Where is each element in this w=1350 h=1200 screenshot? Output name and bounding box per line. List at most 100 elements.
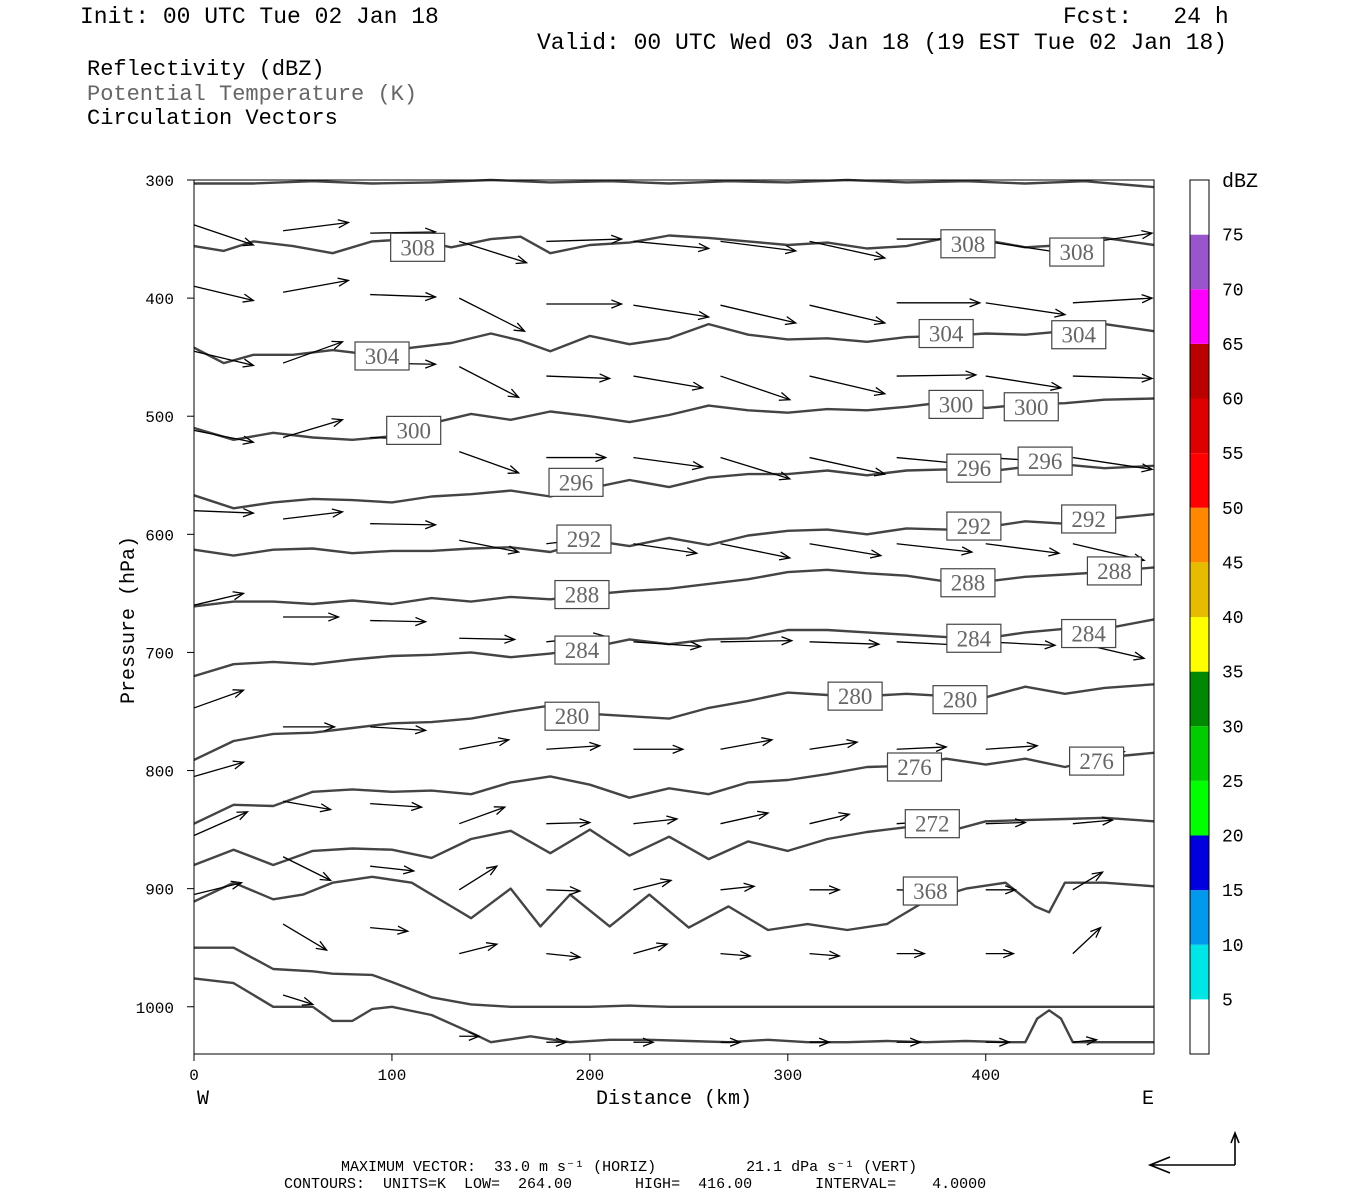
circulation-vector [985, 741, 1039, 752]
theta-contour-line [193, 816, 1155, 867]
circulation-vector [1072, 871, 1105, 891]
contour-label-text: 288 [1097, 559, 1132, 584]
contour-label-text: 284 [565, 638, 600, 663]
circulation-vector [985, 302, 1067, 318]
circulation-vector [633, 641, 703, 651]
contour-label-text: 272 [915, 812, 950, 837]
circulation-vector [1072, 1036, 1099, 1046]
y-tick-label: 700 [145, 645, 174, 663]
circulation-vector [546, 741, 602, 752]
circulation-vector [720, 810, 770, 825]
circulation-vector [633, 304, 711, 321]
y-axis-label: Pressure (hPa) [118, 536, 141, 704]
colorbar-level-label: 75 [1222, 227, 1244, 247]
theta-contour-line [194, 178, 1155, 189]
theta-contour-line [193, 234, 1155, 255]
contour-label: 296 [548, 467, 604, 497]
circulation-vector [896, 370, 978, 380]
circulation-vector [193, 507, 256, 518]
contour-label-text: 308 [951, 232, 986, 257]
y-axis: 300 400 500 600 700 800 900 1000 [136, 173, 194, 1018]
circulation-vector [546, 299, 624, 309]
contour-label-text: 300 [939, 392, 974, 417]
colorbar-level-label: 30 [1222, 718, 1244, 738]
circulation-vector [633, 744, 685, 754]
circulation-vector [720, 882, 756, 892]
circulation-vector [1072, 456, 1154, 473]
circulation-vector [809, 639, 881, 649]
reflectivity-colorbar: 5 10 15 20 25 30 35 40 45 50 55 60 65 70 75 [1189, 179, 1244, 1055]
circulation-vector [370, 801, 424, 812]
circulation-vector [809, 543, 883, 559]
max-vector-info: MAXIMUM VECTOR: 33.0 m s⁻¹ (HORIZ) 21.1 … [341, 1159, 918, 1176]
circulation-vector [193, 224, 256, 247]
field-circulation-vectors: Circulation Vectors [87, 106, 338, 131]
contour-label: 300 [928, 389, 984, 420]
circulation-vector [282, 800, 333, 813]
theta-contour-line [193, 322, 1155, 365]
contour-label: 272 [904, 809, 960, 839]
circulation-vector [546, 1037, 568, 1047]
theta-contour-line [193, 566, 1155, 608]
colorbar-segment [1190, 780, 1209, 836]
contour-label: 284 [554, 635, 610, 665]
contour-label: 292 [556, 524, 612, 554]
colorbar-level-label: 50 [1222, 500, 1244, 520]
colorbar-segment [1190, 289, 1209, 344]
x-east-label: E [1142, 1088, 1154, 1111]
contour-label-text: 288 [565, 583, 600, 608]
contour-label-text: 288 [951, 571, 986, 596]
circulation-vector [282, 418, 345, 439]
colorbar-frame [1189, 179, 1210, 1055]
init-time: Init: 00 UTC Tue 02 Jan 18 [80, 4, 439, 30]
contour-label-text: 292 [957, 514, 992, 539]
circulation-vector [809, 1037, 832, 1047]
colorbar-level-label: 10 [1222, 937, 1244, 957]
circulation-vector [458, 865, 499, 891]
circulation-vector [283, 612, 341, 622]
y-tick-label: 800 [145, 764, 174, 782]
circulation-vector [720, 375, 792, 401]
circulation-vector [720, 456, 792, 481]
circulation-vector [193, 591, 246, 606]
circulation-vector [720, 737, 774, 750]
contour-label-text: 300 [396, 418, 431, 443]
theta-contour-line [193, 463, 1155, 510]
circulation-vector [809, 375, 887, 397]
contour-label-text: 304 [929, 322, 964, 347]
circulation-vector [896, 543, 974, 556]
contour-label-text: 300 [1014, 395, 1049, 420]
theta-contour-line [194, 946, 1154, 1008]
contour-label-text: 304 [1062, 323, 1097, 348]
contour-label: 288 [940, 568, 996, 598]
circulation-vector [896, 948, 927, 959]
circulation-vector [282, 340, 345, 364]
contour-label: 292 [1061, 504, 1117, 534]
circulation-vector [809, 950, 842, 960]
contour-label: 284 [946, 623, 1002, 653]
circulation-vector [193, 285, 256, 303]
x-tick-label: 100 [378, 1067, 407, 1085]
plot-frame [193, 179, 1155, 1055]
circulation-vector [282, 923, 329, 951]
circulation-vector [633, 543, 699, 557]
circulation-vector [193, 811, 250, 837]
contour-label: 292 [946, 511, 1002, 541]
circulation-vector [809, 240, 887, 261]
y-tick-label: 300 [145, 173, 174, 191]
y-tick-label: 1000 [136, 1000, 174, 1018]
circulation-vector [459, 1031, 481, 1041]
colorbar-level-label: 20 [1222, 828, 1244, 848]
contour-label: 308 [940, 229, 996, 259]
colorbar-level-label: 15 [1222, 882, 1244, 902]
contour-label-text: 296 [559, 470, 594, 495]
contour-label-text: 304 [365, 344, 400, 369]
circulation-vector [546, 234, 624, 245]
contour-label: 280 [544, 701, 600, 731]
contour-label: 308 [1049, 237, 1105, 267]
circulation-vector [282, 508, 345, 520]
y-tick-label: 900 [145, 882, 174, 900]
contour-label: 296 [1017, 446, 1073, 476]
circulation-vector [720, 543, 792, 561]
